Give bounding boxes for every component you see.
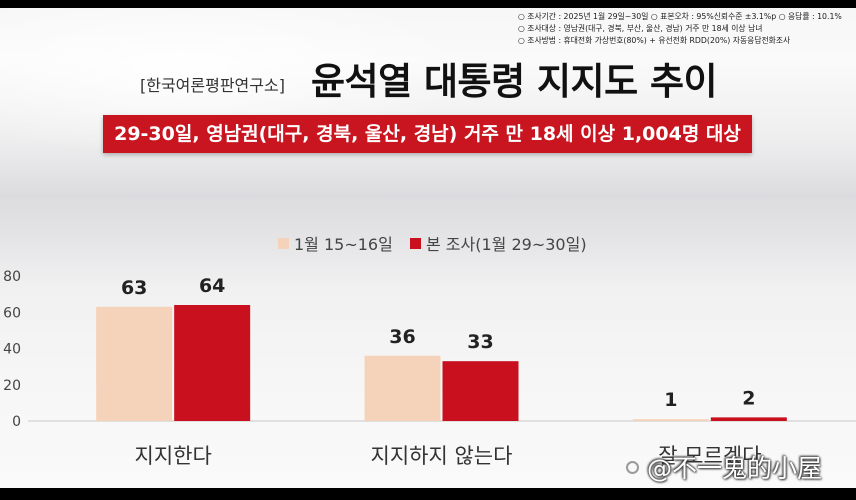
y-tick-label: 0 [12, 414, 21, 430]
value-label-series-0-category-2: 1 [664, 389, 677, 411]
y-tick-label: 20 [3, 378, 21, 394]
source-label: [한국여론평판연구소] [140, 76, 285, 95]
survey-info: ○ 조사기간 : 2025년 1월 29일~30일 ○ 표본오차 : 95%신뢰… [518, 11, 856, 47]
bar-series-1-category-0 [174, 305, 251, 421]
subtitle-banner-text: 29-30일, 영남권(대구, 경북, 울산, 경남) 거주 만 18세 이상 … [114, 123, 741, 145]
survey-info-period: ○ 조사기간 : 2025년 1월 29일~30일 ○ 표본오차 : 95%신뢰… [518, 12, 842, 21]
y-tick-label: 40 [3, 342, 21, 358]
toutiao-logo-icon [626, 460, 639, 474]
watermark-text: @不一鬼的小屋 [647, 454, 823, 483]
legend-item-current: 본 조사(1월 29~30일) [410, 233, 587, 254]
watermark: @不一鬼的小屋 [626, 449, 822, 485]
bar-series-0-category-2 [632, 419, 709, 421]
legend-label-current: 본 조사(1월 29~30일) [426, 235, 587, 254]
y-tick-label: 80 [3, 269, 21, 285]
legend-label-previous: 1월 15~16일 [294, 235, 393, 254]
category-label-1: 지지하지 않는다 [371, 444, 513, 468]
legend-item-previous: 1월 15~16일 [278, 233, 393, 254]
bar-series-1-category-1 [442, 361, 519, 421]
category-label-2: 잘 모르겠다 [658, 444, 761, 468]
top-letterbox-bar [0, 0, 856, 8]
chart-title: 윤석열 대통령 지지도 추이 [311, 60, 718, 103]
value-label-series-1-category-0: 64 [199, 275, 225, 297]
y-tick-label: 60 [3, 305, 21, 321]
subtitle-banner: 29-30일, 영남권(대구, 경북, 울산, 경남) 거주 만 18세 이상 … [103, 115, 752, 153]
bar-series-0-category-1 [364, 355, 441, 421]
bar-series-1-category-2 [710, 417, 787, 421]
legend-swatch-previous [278, 237, 289, 249]
survey-info-method: ○ 조사방법 : 휴대전화 가상번호(80%) + 유선전화 RDD(20%) … [518, 36, 791, 45]
bottom-letterbox-bar [0, 488, 856, 500]
value-label-series-0-category-0: 63 [121, 277, 147, 299]
value-label-series-1-category-2: 2 [742, 387, 755, 409]
bar-series-0-category-0 [96, 306, 173, 421]
legend-swatch-current [410, 237, 421, 249]
survey-info-target: ○ 조사대상 : 영남권(대구, 경북, 부산, 울산, 경남) 거주 만 18… [518, 24, 763, 33]
value-label-series-1-category-1: 33 [467, 331, 493, 353]
value-label-series-0-category-1: 36 [389, 326, 415, 348]
category-label-0: 지지한다 [135, 444, 212, 468]
